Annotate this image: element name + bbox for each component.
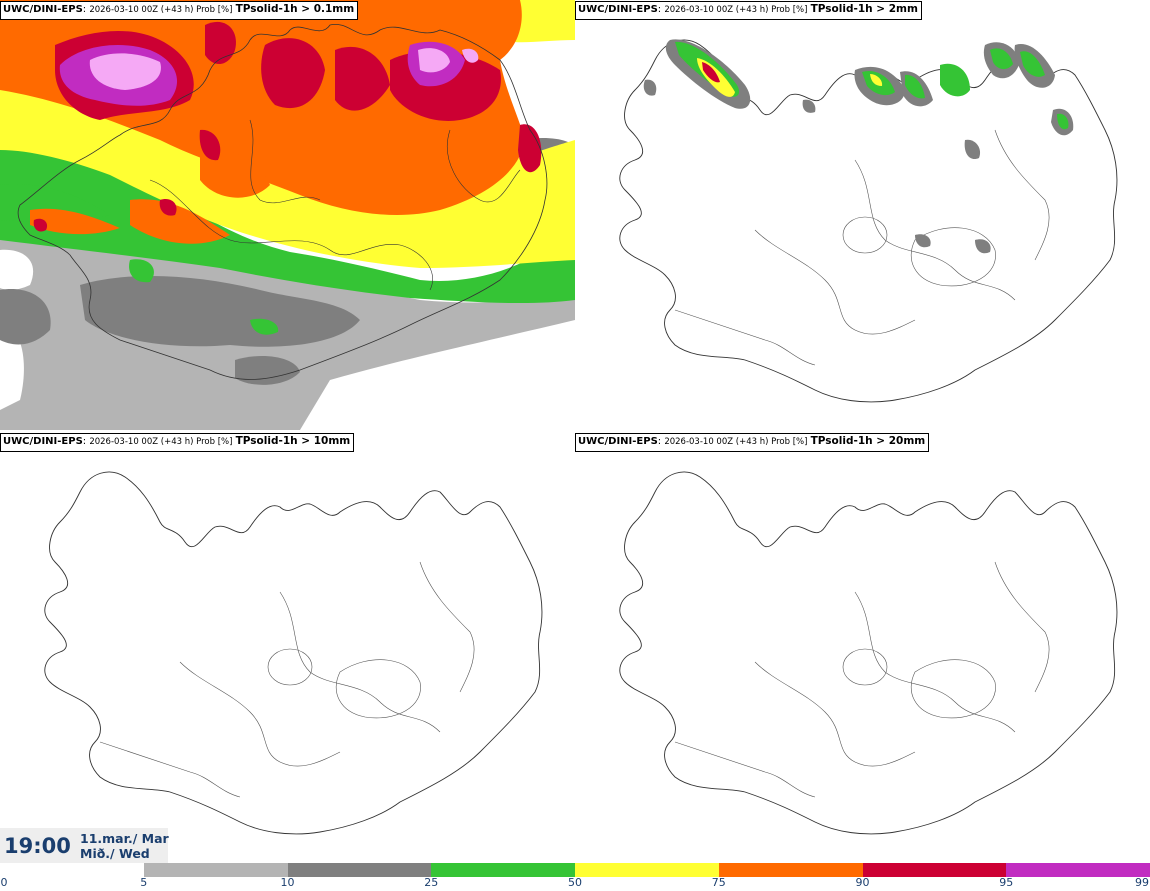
colorbar-tick-label: 5 <box>140 876 148 889</box>
valid-time-box: 19:00 11.mar./ Mar Mið./ Wed <box>0 828 169 864</box>
colorbar-segment <box>718 863 863 877</box>
colorbar-tick-label: 10 <box>280 876 295 889</box>
map-panel-0p1mm: UWC/DINI-EPS: 2026-03-10 00Z (+43 h) Pro… <box>0 0 575 430</box>
run-meta: 2026-03-10 00Z (+43 h) Prob [%] <box>664 5 808 15</box>
colorbar-tick-label: 25 <box>424 876 439 889</box>
probability-map-0p1mm <box>0 0 575 430</box>
map-panel-10mm: UWC/DINI-EPS: 2026-03-10 00Z (+43 h) Pro… <box>0 432 575 862</box>
panel-title: UWC/DINI-EPS: 2026-03-10 00Z (+43 h) Pro… <box>0 433 355 452</box>
parameter-label: TPsolid-1h > 20mm <box>810 435 926 447</box>
parameter-label: TPsolid-1h > 2mm <box>810 3 918 15</box>
probability-map-20mm <box>575 432 1150 862</box>
colorbar-tick-label: 90 <box>855 876 870 889</box>
valid-weekday: Mið./ Wed <box>80 846 150 861</box>
model-name: UWC/DINI-EPS <box>3 4 83 15</box>
colorbar-segment <box>575 863 720 877</box>
run-meta: 2026-03-10 00Z (+43 h) Prob [%] <box>89 437 233 447</box>
panel-title: UWC/DINI-EPS: 2026-03-10 00Z (+43 h) Pro… <box>575 433 930 452</box>
colorbar-segment <box>862 863 1007 877</box>
valid-date: 11.mar./ Mar <box>80 831 169 846</box>
panel-title: UWC/DINI-EPS: 2026-03-10 00Z (+43 h) Pro… <box>0 1 359 20</box>
colorbar-tick-label: 50 <box>568 876 582 889</box>
map-panel-2mm: UWC/DINI-EPS: 2026-03-10 00Z (+43 h) Pro… <box>575 0 1150 430</box>
colorbar-tick-label: 75 <box>711 876 726 889</box>
parameter-label: TPsolid-1h > 10mm <box>235 435 351 447</box>
valid-time-clock: 19:00 <box>4 834 71 858</box>
panel-title: UWC/DINI-EPS: 2026-03-10 00Z (+43 h) Pro… <box>575 1 922 20</box>
run-meta: 2026-03-10 00Z (+43 h) Prob [%] <box>89 5 233 15</box>
model-name: UWC/DINI-EPS <box>3 436 83 447</box>
colorbar-tick-label: 95 <box>999 876 1014 889</box>
colorbar <box>0 863 1150 877</box>
model-name: UWC/DINI-EPS <box>578 4 658 15</box>
probability-map-10mm <box>0 432 575 862</box>
colorbar-segment <box>143 863 288 877</box>
run-meta: 2026-03-10 00Z (+43 h) Prob [%] <box>664 437 808 447</box>
colorbar-tick-label: 99 <box>1135 876 1149 889</box>
colorbar-segment <box>431 863 576 877</box>
parameter-label: TPsolid-1h > 0.1mm <box>235 3 355 15</box>
probability-map-2mm <box>575 0 1150 430</box>
colorbar-segment <box>287 863 432 877</box>
colorbar-tick-label: 0 <box>0 876 8 889</box>
colorbar-segment <box>1006 863 1150 877</box>
map-panel-20mm: UWC/DINI-EPS: 2026-03-10 00Z (+43 h) Pro… <box>575 432 1150 862</box>
model-name: UWC/DINI-EPS <box>578 436 658 447</box>
colorbar-segment <box>0 863 145 877</box>
